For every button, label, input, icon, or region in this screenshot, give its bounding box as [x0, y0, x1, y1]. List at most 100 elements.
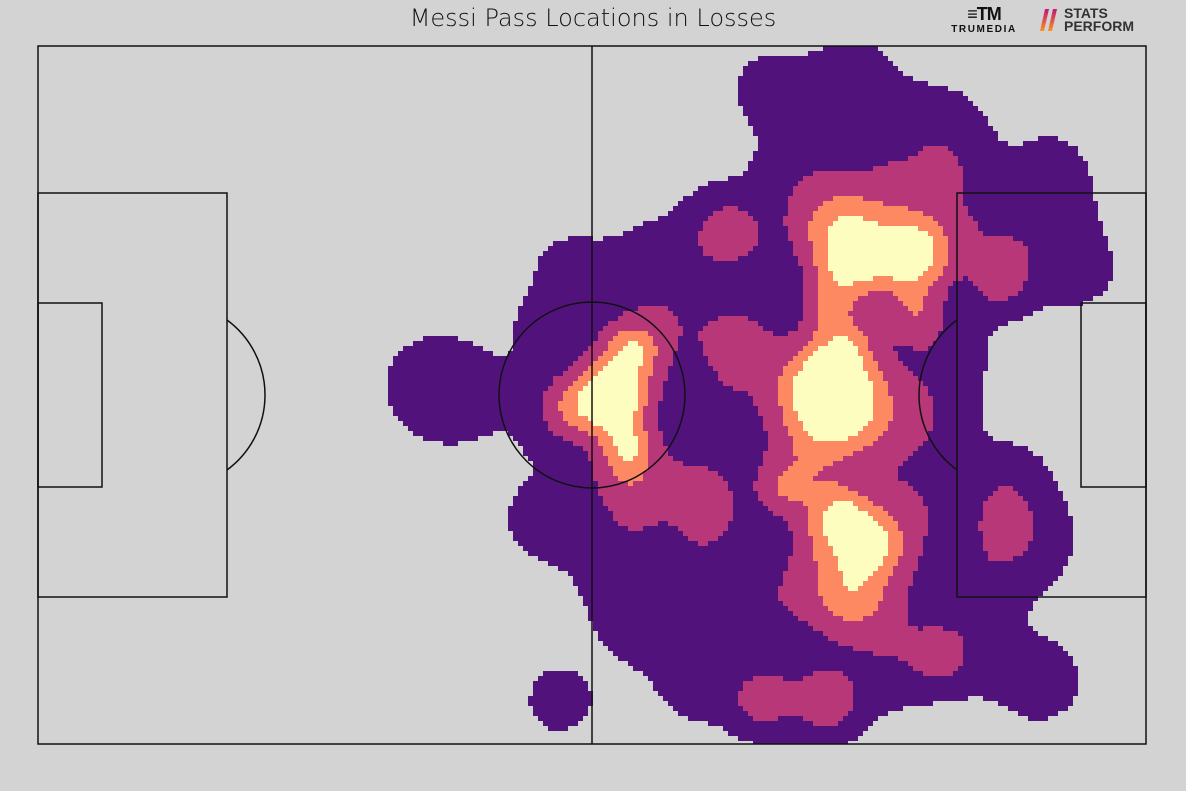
heatmap-cell-level-2	[798, 321, 943, 326]
heatmap-cell-level-4	[813, 351, 858, 356]
heatmap-cell-level-1	[1008, 706, 1068, 711]
heatmap-cell-level-3	[778, 486, 848, 491]
heatmap-cell-level-3	[628, 481, 633, 486]
heatmap-cell-level-1	[443, 441, 458, 446]
heatmap-cell-level-1	[388, 366, 988, 371]
heatmap-cell-level-4	[823, 531, 888, 536]
heatmap-cell-level-4	[833, 271, 923, 276]
heatmap-cell-level-1	[743, 71, 903, 76]
heatmap-cell-level-2	[988, 551, 1023, 556]
heatmap-cell-level-2	[798, 181, 963, 186]
heatmap-cell-level-1	[603, 641, 1058, 646]
heatmap-cell-level-4	[803, 366, 863, 371]
heatmap-cell-level-2	[988, 296, 1008, 301]
heatmap-cell-level-2	[983, 501, 1028, 506]
heatmap-cell-level-4	[838, 561, 883, 566]
heatmap-cell-level-1	[533, 706, 588, 711]
heatmap-cell-level-3	[903, 301, 923, 306]
heatmap-cell-level-2	[838, 641, 963, 646]
heatmap-cell-level-4	[598, 371, 638, 376]
heatmap-cell-level-2	[703, 246, 753, 251]
heatmap-cell-level-1	[513, 321, 1008, 326]
center-circle	[498, 301, 686, 489]
heatmap-cell-level-2	[983, 511, 1033, 516]
heatmap-cell-level-4	[578, 411, 633, 416]
heatmap-cell-level-1	[748, 61, 893, 66]
heatmap-cell-level-2	[738, 701, 853, 706]
heatmap-cell-level-1	[598, 631, 1038, 636]
heatmap-cell-level-1	[1023, 141, 1068, 146]
heatmap-cell-level-1	[653, 686, 1078, 691]
heatmap-cell-level-2	[628, 526, 643, 531]
heatmap-cell-level-2	[688, 536, 718, 541]
heatmap-cell-level-1	[738, 76, 913, 81]
heatmap-cell-level-3	[898, 296, 923, 301]
heatmap-cell-level-4	[828, 506, 858, 511]
heatmap-cell-level-1	[538, 676, 583, 681]
heatmap-cell-level-4	[808, 431, 858, 436]
heatmap-cell-level-2	[598, 481, 728, 486]
heatmap-cell-level-2	[618, 521, 658, 526]
stats-perform-slash-icon	[1040, 9, 1057, 31]
heatmap-cell-level-2	[703, 346, 893, 351]
heatmap-cell-level-4	[808, 356, 863, 361]
heatmap-cell-level-2	[978, 286, 1023, 291]
heatmap-cell-level-2	[698, 241, 758, 246]
heatmap-cell-level-2	[608, 321, 678, 326]
heatmap-cell-level-4	[833, 276, 873, 281]
heatmap-cell-level-4	[823, 521, 878, 526]
heatmap-cell-level-2	[718, 316, 748, 321]
heatmap-cell-level-4	[813, 436, 848, 441]
heatmap-cell-level-3	[618, 476, 643, 481]
heatmap-cell-level-2	[698, 231, 758, 236]
heatmap-cell-level-2	[698, 236, 758, 241]
heatmap-cell-level-2	[713, 256, 738, 261]
heatmap-cell-level-3	[783, 471, 818, 476]
heatmap-cell-level-4	[833, 336, 848, 341]
heatmap-cell-level-1	[388, 381, 983, 386]
heatmap-cell-level-2	[873, 166, 963, 171]
heatmap-cell-level-1	[643, 671, 1078, 676]
heatmap-cell-level-1	[738, 81, 928, 86]
heatmap-cell-level-1	[753, 151, 1078, 156]
heatmap-cell-level-2	[973, 281, 1023, 286]
heatmap-cell-level-4	[608, 431, 633, 436]
heatmap-cell-level-4	[623, 346, 643, 351]
heatmap-cell-level-4	[793, 391, 873, 396]
heatmap-cell-level-4	[793, 401, 873, 406]
heatmap-cell-level-1	[393, 356, 988, 361]
heatmap-cell-level-1	[808, 51, 883, 56]
heatmap-cell-level-2	[873, 651, 963, 656]
heatmap-cell-level-4	[603, 426, 633, 431]
heatmap-cell-level-3	[823, 201, 883, 206]
heatmap-cell-level-4	[793, 376, 868, 381]
heatmap-cell-level-4	[803, 361, 863, 366]
heatmap-cell-level-1	[608, 646, 1063, 651]
heatmap-cell-level-2	[968, 276, 1028, 281]
heatmap-cell-level-1	[738, 91, 963, 96]
heatmap-cell-level-2	[748, 711, 848, 716]
heatmap-cell-level-1	[738, 96, 968, 101]
heatmap-cell-level-2	[703, 221, 758, 226]
heatmap-cell-level-2	[638, 306, 668, 311]
heatmap-cell-level-1	[1018, 711, 1058, 716]
heatmap-cell-level-3	[813, 216, 933, 221]
heatmap-cell-level-2	[793, 186, 963, 191]
heatmap-cell-level-2	[803, 301, 943, 306]
heatmap-cell-level-3	[793, 451, 853, 456]
heatmap-cell-level-4	[828, 541, 888, 546]
heatmap-cell-level-3	[818, 291, 868, 296]
heatmap-cell-level-2	[898, 656, 963, 661]
heatmap-cell-level-2	[753, 716, 778, 721]
heatmap-cell-level-3	[778, 491, 858, 496]
heatmap-cell-level-4	[628, 341, 638, 346]
heatmap-cell-level-4	[793, 386, 873, 391]
chart-title: Messi Pass Locations in Losses	[409, 4, 777, 32]
heatmap-cell-level-1	[528, 701, 593, 706]
heatmap-cell-level-1	[738, 86, 948, 91]
heatmap-cell-level-3	[818, 281, 933, 286]
heatmap-cell-level-1	[758, 141, 1008, 146]
heatmap-cell-level-1	[748, 116, 988, 121]
heatmap-cell-level-1	[543, 721, 578, 726]
